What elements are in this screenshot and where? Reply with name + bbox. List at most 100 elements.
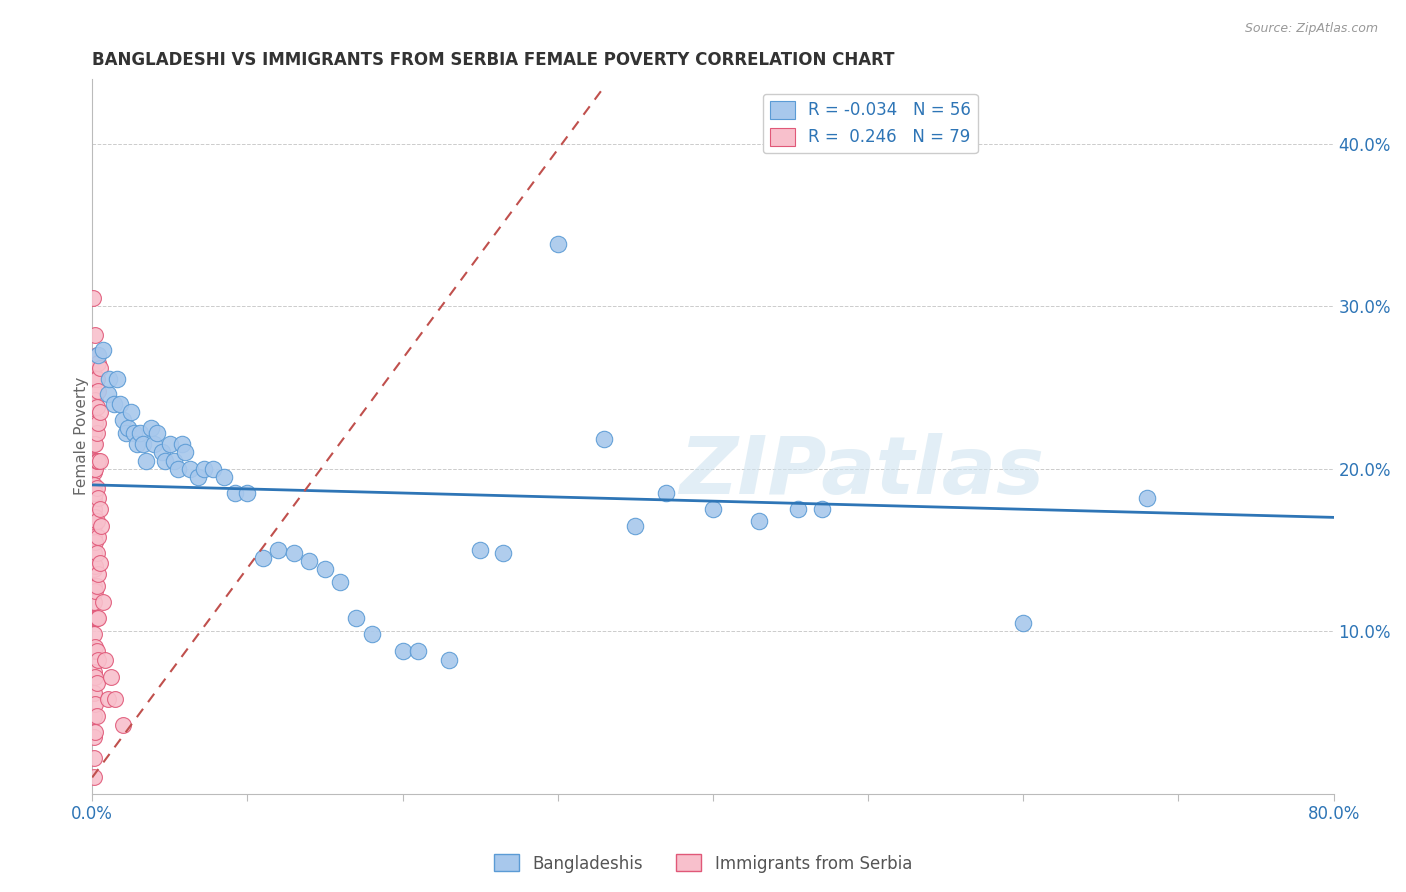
Point bbox=[120, 405, 142, 419]
Point bbox=[84, 393, 107, 408]
Point bbox=[391, 643, 413, 657]
Point bbox=[112, 413, 135, 427]
Point bbox=[86, 348, 108, 362]
Point bbox=[83, 611, 105, 625]
Point bbox=[159, 437, 181, 451]
Point bbox=[624, 518, 647, 533]
Point bbox=[143, 437, 166, 451]
Point bbox=[193, 461, 215, 475]
Point bbox=[174, 445, 197, 459]
Point bbox=[89, 556, 111, 570]
Point bbox=[83, 579, 105, 593]
Point bbox=[84, 461, 107, 475]
Point bbox=[83, 627, 105, 641]
Point bbox=[104, 692, 127, 706]
Point bbox=[98, 372, 121, 386]
Point bbox=[406, 643, 429, 657]
Point bbox=[87, 491, 110, 505]
Point bbox=[90, 518, 112, 533]
Point bbox=[83, 665, 105, 679]
Point bbox=[108, 396, 131, 410]
Point bbox=[86, 676, 108, 690]
Point bbox=[83, 751, 105, 765]
Point bbox=[298, 554, 321, 568]
Point bbox=[84, 725, 107, 739]
Point bbox=[83, 643, 105, 657]
Legend: R = -0.034   N = 56, R =  0.246   N = 79: R = -0.034 N = 56, R = 0.246 N = 79 bbox=[763, 94, 977, 153]
Point bbox=[360, 627, 382, 641]
Point bbox=[82, 291, 104, 305]
Point bbox=[748, 514, 770, 528]
Point bbox=[84, 698, 107, 712]
Point bbox=[86, 453, 108, 467]
Point bbox=[117, 421, 139, 435]
Point bbox=[84, 559, 107, 574]
Point bbox=[97, 692, 120, 706]
Point bbox=[236, 486, 259, 500]
Text: BANGLADESHI VS IMMIGRANTS FROM SERBIA FEMALE POVERTY CORRELATION CHART: BANGLADESHI VS IMMIGRANTS FROM SERBIA FE… bbox=[93, 51, 894, 69]
Point bbox=[87, 453, 110, 467]
Point bbox=[146, 425, 169, 440]
Point bbox=[89, 360, 111, 375]
Point bbox=[84, 372, 107, 386]
Point bbox=[267, 542, 290, 557]
Point bbox=[91, 595, 114, 609]
Point bbox=[87, 356, 110, 370]
Point bbox=[593, 433, 616, 447]
Point bbox=[93, 653, 115, 667]
Point bbox=[84, 534, 107, 549]
Point bbox=[132, 437, 155, 451]
Point bbox=[547, 237, 569, 252]
Point bbox=[437, 653, 460, 667]
Point bbox=[89, 502, 111, 516]
Point bbox=[83, 425, 105, 440]
Point bbox=[89, 405, 111, 419]
Point bbox=[163, 453, 186, 467]
Point bbox=[150, 445, 173, 459]
Point bbox=[86, 611, 108, 625]
Point bbox=[84, 328, 107, 343]
Point bbox=[84, 670, 107, 684]
Point bbox=[86, 579, 108, 593]
Point bbox=[83, 368, 105, 382]
Point bbox=[344, 611, 367, 625]
Point bbox=[84, 640, 107, 655]
Point bbox=[655, 486, 678, 500]
Point bbox=[91, 343, 114, 357]
Point bbox=[83, 686, 105, 700]
Point bbox=[702, 502, 724, 516]
Point bbox=[83, 546, 105, 560]
Point bbox=[252, 551, 274, 566]
Text: ZIPatlas: ZIPatlas bbox=[679, 433, 1045, 511]
Y-axis label: Female Poverty: Female Poverty bbox=[73, 377, 89, 495]
Point bbox=[83, 502, 105, 516]
Point bbox=[1136, 491, 1159, 505]
Point bbox=[83, 518, 105, 533]
Text: Source: ZipAtlas.com: Source: ZipAtlas.com bbox=[1244, 22, 1378, 36]
Point bbox=[103, 396, 125, 410]
Point bbox=[83, 730, 105, 744]
Point bbox=[83, 465, 105, 479]
Point bbox=[87, 348, 110, 362]
Legend: Bangladeshis, Immigrants from Serbia: Bangladeshis, Immigrants from Serbia bbox=[488, 847, 918, 880]
Point bbox=[84, 486, 107, 500]
Point bbox=[89, 453, 111, 467]
Point bbox=[83, 478, 105, 492]
Point bbox=[84, 437, 107, 451]
Point bbox=[87, 611, 110, 625]
Point bbox=[468, 542, 491, 557]
Point bbox=[83, 530, 105, 544]
Point bbox=[135, 453, 157, 467]
Point bbox=[810, 502, 832, 516]
Point bbox=[86, 643, 108, 657]
Point bbox=[83, 413, 105, 427]
Point bbox=[115, 425, 138, 440]
Point bbox=[86, 708, 108, 723]
Point bbox=[329, 575, 352, 590]
Point bbox=[141, 421, 163, 435]
Point bbox=[84, 583, 107, 598]
Point bbox=[127, 437, 149, 451]
Point bbox=[787, 502, 810, 516]
Point bbox=[87, 384, 110, 398]
Point bbox=[105, 372, 128, 386]
